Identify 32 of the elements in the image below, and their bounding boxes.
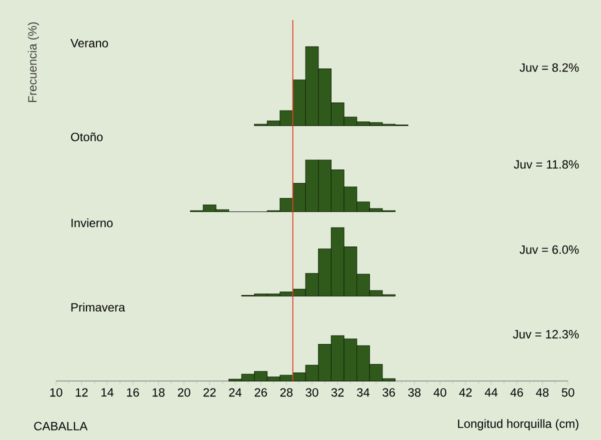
- x-tick-label: 26: [254, 388, 267, 397]
- x-tick-label: 12: [76, 388, 88, 397]
- y-axis-title: Frecuencia (%): [28, 22, 39, 102]
- x-tick-label: 36: [382, 388, 395, 397]
- x-tick-label: 22: [204, 388, 216, 397]
- x-tick-label: 44: [484, 388, 498, 396]
- x-axis-title: Longitud horquilla (cm): [458, 419, 578, 430]
- x-tick-label: 28: [280, 388, 293, 397]
- annotation: Juv = 6.0%: [520, 245, 579, 254]
- x-tick-label: 42: [459, 388, 472, 397]
- x-tick-label: 24: [229, 388, 242, 397]
- annotation: Juv = 11.8%: [514, 160, 579, 169]
- x-tick-label: 32: [331, 388, 344, 397]
- x-tick-label: 30: [306, 388, 318, 397]
- annotation: Juv = 12.3%: [512, 330, 579, 338]
- x-tick-label: 40: [434, 388, 446, 397]
- x-tick-label: 14: [101, 388, 114, 396]
- x-tick-label: 34: [356, 388, 370, 397]
- x-tick-label: 38: [408, 388, 421, 397]
- chart-title: Invierno: [72, 218, 113, 228]
- x-tick-label: 48: [536, 388, 549, 397]
- x-tick-label: 16: [127, 388, 139, 397]
- x-tick-label: 46: [510, 388, 523, 397]
- chart-title: Otoño: [71, 132, 103, 142]
- annotation: Juv = 8.2%: [520, 63, 579, 72]
- chart-title: Primavera: [71, 302, 126, 312]
- x-tick-label: 20: [178, 388, 190, 397]
- text: CABALLA: [34, 422, 88, 430]
- x-tick-label: 10: [50, 388, 62, 397]
- chart-title: Verano: [70, 39, 108, 48]
- x-tick-label: 50: [562, 388, 574, 397]
- x-tick-label: 18: [152, 388, 165, 397]
